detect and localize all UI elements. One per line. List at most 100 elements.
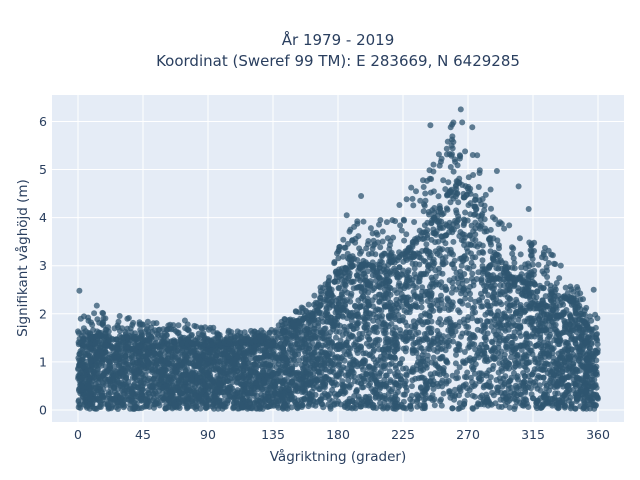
data-point bbox=[306, 391, 313, 398]
data-point bbox=[388, 388, 395, 395]
data-point bbox=[447, 319, 454, 326]
data-point bbox=[449, 229, 456, 236]
data-point bbox=[415, 359, 421, 366]
data-point bbox=[489, 261, 496, 268]
data-point bbox=[428, 318, 435, 325]
data-point bbox=[370, 402, 377, 409]
data-point bbox=[426, 395, 433, 402]
data-point bbox=[426, 249, 433, 256]
data-point bbox=[400, 314, 406, 321]
data-point bbox=[322, 312, 329, 319]
data-point bbox=[440, 210, 447, 217]
data-point bbox=[479, 303, 486, 310]
data-point bbox=[500, 337, 507, 344]
data-point bbox=[407, 396, 414, 403]
data-point bbox=[346, 384, 353, 391]
data-point bbox=[439, 367, 446, 374]
data-point bbox=[562, 402, 569, 409]
data-point bbox=[312, 361, 319, 368]
data-point bbox=[450, 195, 457, 202]
data-point bbox=[275, 400, 281, 407]
data-point bbox=[537, 336, 544, 343]
data-point bbox=[322, 379, 329, 386]
data-point bbox=[542, 293, 549, 300]
data-point bbox=[163, 405, 170, 412]
data-point bbox=[401, 404, 407, 411]
data-point bbox=[383, 272, 390, 279]
data-point bbox=[408, 383, 415, 390]
data-point bbox=[216, 403, 223, 409]
data-point bbox=[418, 304, 425, 311]
data-point bbox=[472, 298, 479, 305]
data-point bbox=[169, 352, 176, 359]
data-point bbox=[410, 289, 417, 295]
data-point bbox=[125, 364, 132, 371]
data-point bbox=[372, 393, 379, 400]
data-point bbox=[386, 368, 393, 375]
data-point bbox=[382, 372, 389, 379]
data-point bbox=[459, 404, 466, 410]
data-point bbox=[230, 405, 237, 412]
data-point bbox=[410, 368, 417, 375]
data-point bbox=[392, 362, 399, 369]
data-point bbox=[410, 341, 417, 348]
data-point bbox=[238, 372, 245, 379]
data-point bbox=[199, 367, 206, 374]
data-point bbox=[529, 325, 536, 332]
data-point bbox=[512, 360, 519, 367]
data-point bbox=[458, 262, 465, 269]
data-point bbox=[197, 405, 204, 412]
data-point bbox=[75, 404, 82, 411]
data-point bbox=[105, 358, 112, 365]
data-point bbox=[524, 345, 531, 351]
data-point bbox=[464, 369, 471, 376]
data-point bbox=[537, 387, 544, 394]
data-point bbox=[488, 348, 495, 355]
data-point bbox=[387, 291, 394, 298]
data-point bbox=[450, 332, 457, 339]
data-point bbox=[112, 368, 119, 375]
data-point bbox=[350, 278, 357, 285]
data-point bbox=[245, 360, 252, 367]
data-point bbox=[522, 396, 529, 402]
data-point bbox=[333, 393, 340, 400]
data-point bbox=[446, 277, 453, 284]
data-point bbox=[84, 366, 91, 373]
data-point bbox=[124, 392, 131, 399]
data-point bbox=[432, 239, 439, 246]
data-point bbox=[424, 385, 431, 391]
data-point bbox=[320, 334, 327, 341]
data-point bbox=[294, 371, 301, 378]
data-point bbox=[572, 405, 579, 412]
data-point bbox=[415, 278, 422, 285]
data-point bbox=[498, 365, 505, 372]
data-point bbox=[469, 310, 476, 317]
data-point bbox=[412, 260, 419, 267]
data-point bbox=[578, 349, 585, 355]
data-point bbox=[539, 317, 546, 323]
data-point bbox=[335, 362, 342, 369]
data-point bbox=[452, 391, 459, 398]
data-point bbox=[511, 406, 518, 412]
data-point bbox=[479, 257, 486, 264]
data-point bbox=[378, 403, 385, 410]
data-point bbox=[480, 329, 487, 336]
data-point bbox=[428, 274, 435, 281]
data-point bbox=[350, 326, 357, 333]
data-point bbox=[485, 402, 492, 409]
data-point bbox=[87, 358, 94, 365]
data-point bbox=[448, 261, 455, 268]
data-point bbox=[397, 373, 404, 379]
data-point bbox=[438, 233, 445, 240]
data-point bbox=[496, 360, 503, 366]
data-point bbox=[419, 388, 426, 395]
data-point bbox=[114, 346, 121, 352]
data-point bbox=[517, 322, 524, 329]
data-point bbox=[386, 346, 393, 353]
data-point bbox=[453, 219, 460, 226]
data-point bbox=[564, 319, 571, 325]
data-points bbox=[75, 106, 601, 412]
data-point bbox=[489, 294, 496, 301]
data-point bbox=[286, 386, 292, 393]
